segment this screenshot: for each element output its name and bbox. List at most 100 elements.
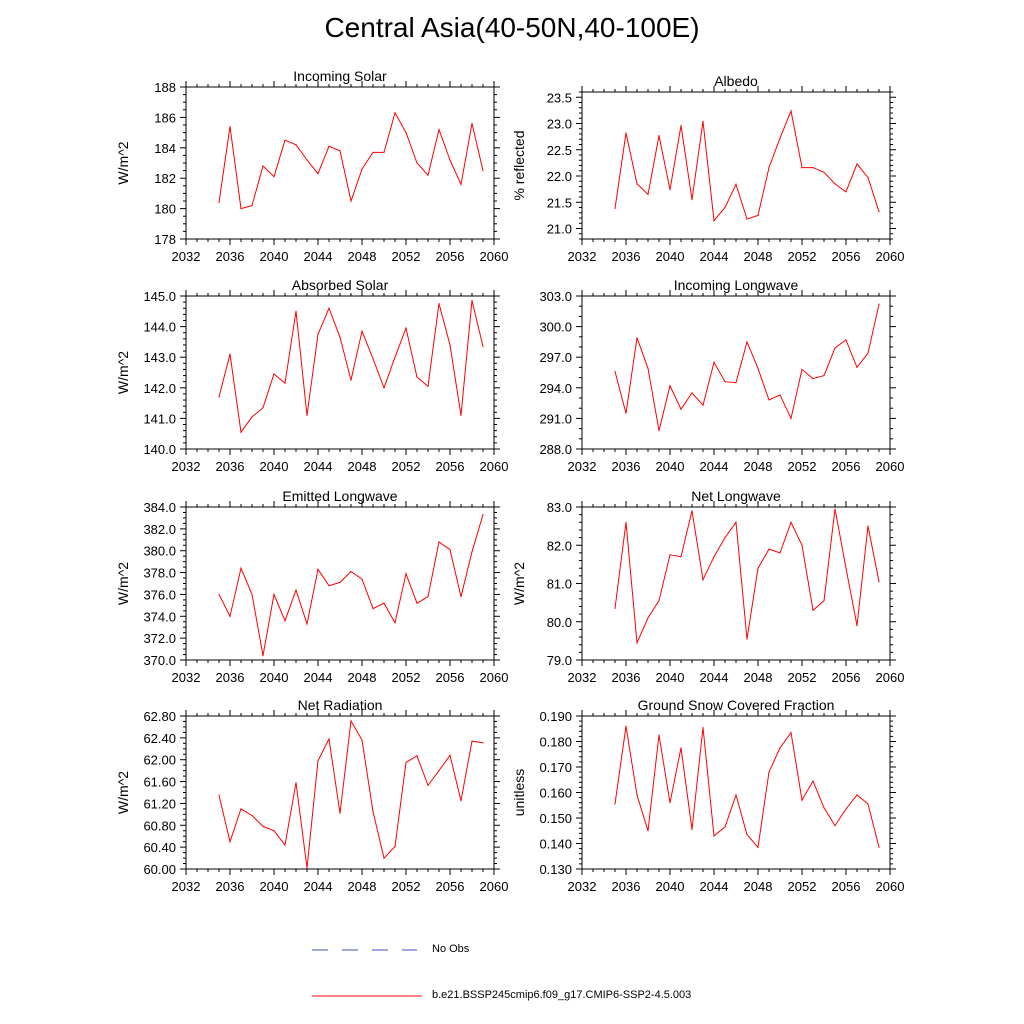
x-tick-label: 2036 <box>612 459 641 474</box>
data-point <box>680 408 682 410</box>
y-tick-label: 60.80 <box>143 818 176 833</box>
data-point <box>768 771 770 773</box>
data-point <box>713 556 715 558</box>
data-point <box>471 740 473 742</box>
data-point <box>284 139 286 141</box>
y-tick-label: 180 <box>154 202 176 217</box>
data-point <box>262 407 264 409</box>
data-point <box>372 811 374 813</box>
data-point <box>680 125 682 127</box>
data-point <box>856 366 858 368</box>
data-point <box>416 755 418 757</box>
data-point <box>251 593 253 596</box>
data-point <box>724 206 726 209</box>
x-tick-label: 2032 <box>568 670 597 685</box>
data-point <box>680 556 682 558</box>
series-line <box>218 719 484 868</box>
plot-frame <box>581 506 891 661</box>
data-point <box>240 808 242 810</box>
data-point <box>372 358 374 360</box>
x-tick-label: 2052 <box>788 459 817 474</box>
data-point <box>691 392 693 394</box>
x-tick-label: 2044 <box>304 459 333 474</box>
y-tick-label: 21.0 <box>547 222 572 237</box>
panel-title: Emitted Longwave <box>282 488 397 504</box>
x-tick-label: 2032 <box>172 670 201 685</box>
data-point <box>350 379 352 381</box>
data-point <box>405 573 407 575</box>
y-tick-label: 140.0 <box>143 442 176 457</box>
data-point <box>702 726 704 729</box>
panel-title: Ground Snow Covered Fraction <box>638 697 835 713</box>
data-point <box>636 337 638 339</box>
x-tick-label: 2044 <box>700 879 729 894</box>
figure-title: Central Asia(40-50N,40-100E) <box>324 12 700 43</box>
data-point <box>306 159 308 161</box>
x-tick-label: 2048 <box>744 459 773 474</box>
x-tick-label: 2036 <box>216 879 245 894</box>
data-point <box>427 174 429 176</box>
data-point <box>372 608 374 610</box>
panels: Incoming Solar 2032 2036 2040 2044 2048 2052 20… <box>115 68 904 894</box>
y-tick-label: 23.5 <box>547 90 572 105</box>
series-line <box>614 304 880 431</box>
data-point <box>273 830 275 832</box>
series-line <box>218 514 484 656</box>
y-tick-label: 143.0 <box>143 350 176 365</box>
data-point <box>625 412 627 414</box>
y-tick-label: 376.0 <box>143 587 176 602</box>
x-tick-label: 2036 <box>612 249 641 264</box>
data-point <box>636 642 638 644</box>
data-point <box>229 125 231 128</box>
data-point <box>427 784 429 786</box>
y-tick-label: 370.0 <box>143 653 176 668</box>
data-point <box>471 122 473 125</box>
data-point <box>801 167 803 169</box>
data-point <box>460 800 462 802</box>
data-point <box>779 137 781 139</box>
data-point <box>691 510 693 512</box>
data-point <box>647 830 649 832</box>
plot-frame <box>185 86 495 240</box>
data-point <box>262 825 264 827</box>
data-point <box>746 341 748 343</box>
data-point <box>471 299 473 302</box>
y-tick-label: 294.0 <box>539 381 572 396</box>
data-point <box>295 144 297 146</box>
series-line <box>614 508 880 645</box>
x-tick-label: 2056 <box>436 670 465 685</box>
data-point <box>790 110 792 112</box>
data-point <box>317 760 319 762</box>
x-tick-label: 2032 <box>172 249 201 264</box>
x-tick-label: 2040 <box>260 879 289 894</box>
legend-obs-line <box>312 949 417 951</box>
data-point <box>801 368 803 371</box>
data-point <box>482 514 484 516</box>
data-point <box>669 802 671 804</box>
x-tick-label: 2040 <box>260 459 289 474</box>
y-tick-label: 0.150 <box>539 811 572 826</box>
y-tick-label: 83.0 <box>547 500 572 515</box>
data-point <box>856 794 858 796</box>
data-point <box>350 720 352 722</box>
data-point <box>240 567 242 569</box>
data-point <box>471 551 473 553</box>
data-point <box>328 145 330 147</box>
x-tick-label: 2060 <box>480 879 509 894</box>
data-point <box>779 552 781 554</box>
data-point <box>669 385 671 387</box>
data-point <box>856 624 858 627</box>
data-point <box>405 327 407 329</box>
y-tick-label: 80.0 <box>547 615 572 630</box>
data-point <box>438 770 440 772</box>
data-point <box>746 833 748 836</box>
x-tick-label: 2040 <box>260 249 289 264</box>
data-point <box>416 602 418 604</box>
x-tick-label: 2040 <box>656 459 685 474</box>
data-point <box>218 201 220 204</box>
data-point <box>218 593 220 596</box>
y-tick-label: 22.5 <box>547 143 572 158</box>
data-point <box>658 600 660 602</box>
x-tick-label: 2056 <box>436 459 465 474</box>
x-tick-label: 2052 <box>392 879 421 894</box>
